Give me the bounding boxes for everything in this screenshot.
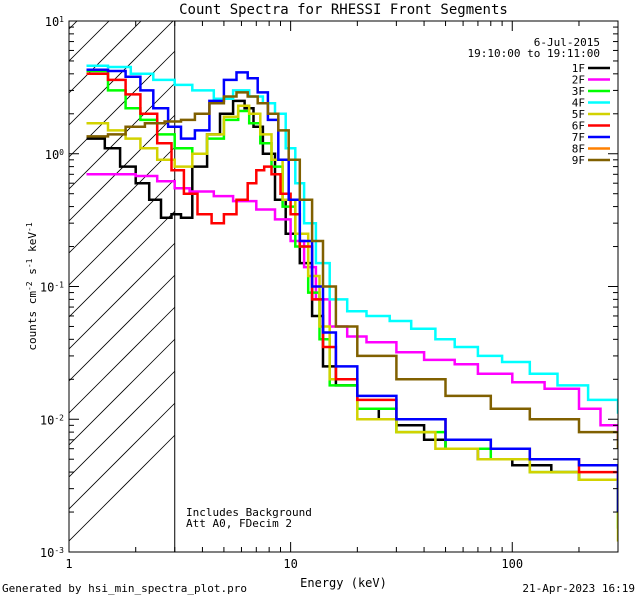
y-tick-exp: -3	[54, 546, 64, 555]
y-axis-label: counts cm-2 s-1 keV-1	[25, 222, 40, 350]
legend-label-7F: 7F	[572, 131, 585, 144]
hatch-line	[69, 434, 176, 542]
footer-generated-by: Generated by hsi_min_spectra_plot.pro	[2, 582, 248, 595]
y-tick-base: 10	[45, 148, 59, 162]
y-tick-exp: -1	[54, 280, 64, 289]
chart-title: Count Spectra for RHESSI Front Segments	[179, 2, 508, 18]
hatch-line	[69, 21, 78, 30]
hatch-line	[69, 242, 176, 350]
y-tick-label: 101	[45, 15, 64, 30]
hatch-line	[69, 274, 176, 382]
hatch-line	[69, 178, 176, 286]
series-2F	[86, 173, 618, 440]
y-tick-base: 10	[45, 15, 59, 29]
series-1F	[86, 99, 618, 512]
hatch-line	[69, 306, 176, 414]
legend-date: 6-Jul-2015	[534, 36, 600, 49]
hatch-line	[69, 21, 110, 62]
hatch-line	[69, 146, 176, 254]
x-tick-label: 1	[65, 557, 72, 571]
y-tick-label: 10-2	[40, 413, 64, 428]
x-tick-label: 10	[283, 557, 297, 571]
hatch-line	[69, 210, 176, 318]
hatch-line	[69, 21, 142, 94]
x-tick-label: 100	[501, 557, 523, 571]
y-label-kev: keV	[26, 232, 39, 259]
annotation-background: Includes Background	[186, 506, 312, 519]
series-5F	[86, 104, 618, 542]
legend-label-2F: 2F	[572, 74, 585, 87]
annotation-attenuator: Att A0, FDecim 2	[186, 517, 292, 530]
series-4F	[86, 64, 618, 414]
y-tick-label: 100	[45, 147, 64, 162]
hatch-line	[69, 338, 176, 446]
legend-label-5F: 5F	[572, 108, 585, 121]
y-tick-exp: 0	[59, 147, 64, 156]
legend-label-9F: 9F	[572, 154, 585, 167]
y-tick-base: 10	[40, 413, 54, 427]
series-group	[86, 64, 618, 542]
hatch-line	[69, 402, 176, 510]
legend-label-3F: 3F	[572, 85, 585, 98]
y-label-exp-s: -1	[25, 258, 34, 268]
legend-label-6F: 6F	[572, 120, 585, 133]
series-7F	[86, 68, 618, 512]
legend-label-8F: 8F	[572, 143, 585, 156]
y-tick-base: 10	[40, 546, 54, 560]
y-label-exp-cm: -2	[25, 281, 34, 291]
y-tick-label: 10-1	[40, 280, 64, 295]
y-label-main: counts cm	[26, 291, 39, 351]
hatch-line	[69, 370, 176, 478]
y-tick-exp: 1	[59, 15, 64, 24]
y-label-s: s	[26, 268, 39, 281]
y-tick-exp: -2	[54, 413, 64, 422]
x-axis-label: Energy (keV)	[300, 576, 387, 590]
shaded-region	[69, 21, 176, 552]
series-9F	[86, 91, 618, 449]
y-tick-base: 10	[40, 281, 54, 295]
legend-label-4F: 4F	[572, 97, 585, 110]
y-label-exp-kev: -1	[25, 222, 34, 232]
legend-time-range: 19:10:00 to 19:11:00	[468, 47, 600, 60]
y-tick-label: 10-3	[40, 546, 64, 561]
legend-label-1F: 1F	[572, 62, 585, 75]
footer-date: 21-Apr-2023 16:19	[522, 582, 635, 595]
hatch-line	[69, 82, 176, 190]
